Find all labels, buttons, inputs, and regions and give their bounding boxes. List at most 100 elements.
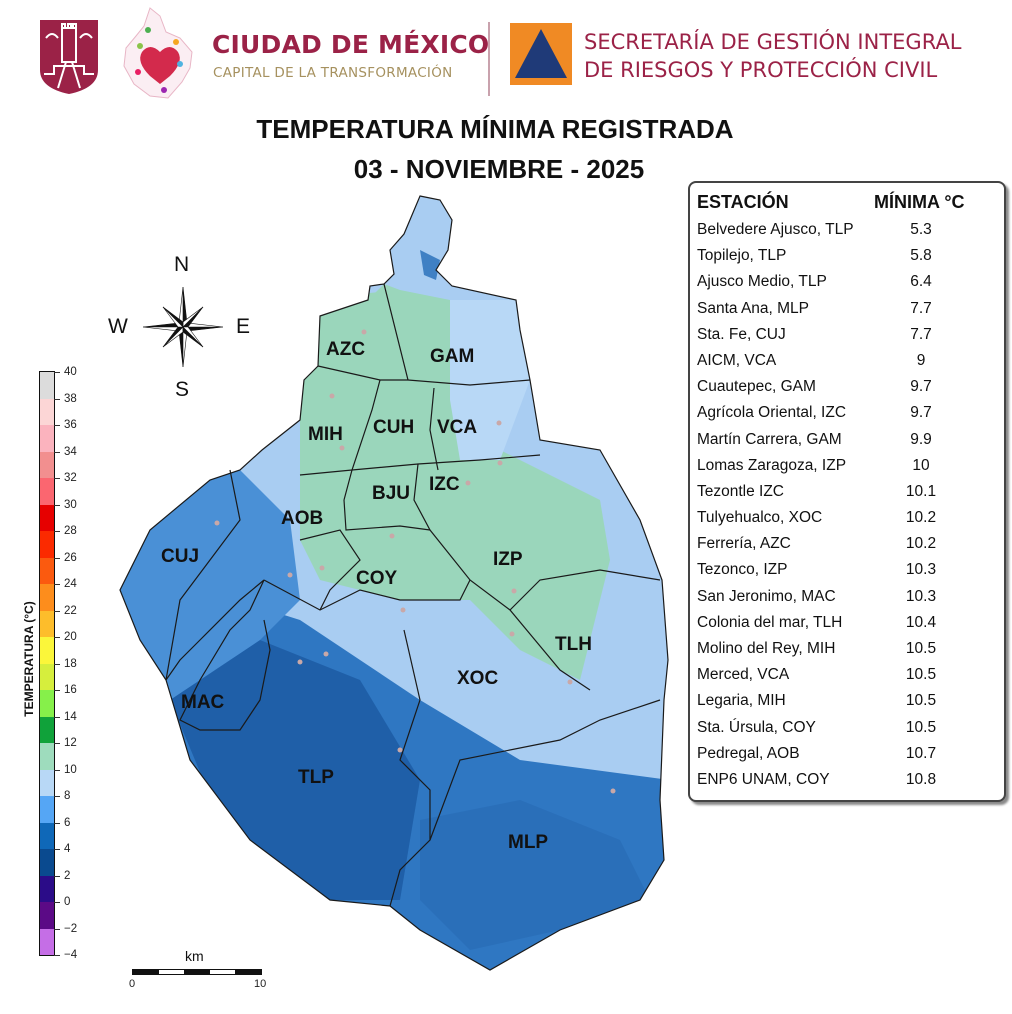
table-row: Cuautepec, GAM 9.7 xyxy=(697,378,1004,404)
colorbar-tick-label: 6 xyxy=(64,816,71,829)
station-name: Agrícola Oriental, IZC xyxy=(697,404,847,422)
station-name: Pedregal, AOB xyxy=(697,744,800,762)
table-row: AICM, VCA 9 xyxy=(697,352,1004,378)
cdmx-heart-map-logo xyxy=(123,7,193,99)
table-row: Lomas Zaragoza, IZP 10 xyxy=(697,457,1004,483)
colorbar-tick-mark xyxy=(54,531,60,532)
district-label-cuj: CUJ xyxy=(161,546,200,567)
cdmx-shield-logo xyxy=(40,20,98,94)
compass-west-label: W xyxy=(108,315,128,338)
station-value: 10.2 xyxy=(905,535,937,553)
district-label-mac: MAC xyxy=(181,692,225,713)
colorbar-tick-label: 28 xyxy=(64,525,77,537)
table-row: Ferrería, AZC 10.2 xyxy=(697,535,1004,561)
station-name: San Jeronimo, MAC xyxy=(697,587,836,605)
table-row: Santa Ana, MLP 7.7 xyxy=(697,300,1004,326)
colorbar-tick-label: 32 xyxy=(64,472,77,484)
colorbar-tick-label: 36 xyxy=(64,419,77,431)
cdmx-title: CIUDAD DE MÉXICO xyxy=(212,30,490,59)
station-name: AICM, VCA xyxy=(697,351,777,369)
district-label-azc: AZC xyxy=(326,339,366,360)
table-row: Sta. Úrsula, COY 10.5 xyxy=(697,719,1004,745)
station-value: 10.5 xyxy=(905,666,937,684)
table-header-station: ESTACIÓN xyxy=(697,192,789,212)
colorbar-tick-label: −4 xyxy=(64,949,78,961)
colorbar-tick-label: 14 xyxy=(64,710,77,723)
station-name: Ajusco Medio, TLP xyxy=(697,273,827,291)
table-row: Legaria, MIH 10.5 xyxy=(697,692,1004,718)
colorbar-tick-mark xyxy=(54,451,60,453)
table-row: Agrícola Oriental, IZC 9.7 xyxy=(697,404,1004,430)
colorbar-tick-mark xyxy=(54,955,60,956)
scale-min-label: 0 xyxy=(129,978,136,990)
colorbar-tick-label: 22 xyxy=(64,604,77,617)
station-value: 7.7 xyxy=(910,299,932,317)
colorbar-tick-mark xyxy=(54,769,60,771)
district-label-coy: COY xyxy=(356,568,398,589)
district-label-aob: AOB xyxy=(281,508,324,529)
district-label-cuh: CUH xyxy=(373,417,415,438)
colorbar-tick-label: 34 xyxy=(64,445,77,458)
station-value: 10.2 xyxy=(905,509,937,527)
table-row: Pedregal, AOB 10.7 xyxy=(697,745,1004,771)
table-row: Topilejo, TLP 5.8 xyxy=(697,247,1004,273)
station-value: 10.3 xyxy=(905,561,937,579)
station-name: Lomas Zaragoza, IZP xyxy=(697,456,847,474)
table-row: Molino del Rey, MIH 10.5 xyxy=(697,640,1004,666)
proteccion-civil-triangle-logo xyxy=(510,23,572,85)
colorbar-tick-mark xyxy=(54,425,60,426)
station-name: Santa Ana, MLP xyxy=(697,299,810,317)
station-value: 10 xyxy=(912,456,930,474)
station-name: Sta. Úrsula, COY xyxy=(697,718,816,736)
district-label-mih: MIH xyxy=(308,424,343,445)
colorbar-tick-label: 16 xyxy=(64,684,77,696)
district-label-gam: GAM xyxy=(430,346,475,367)
colorbar-tick-mark xyxy=(54,557,60,559)
station-value: 10.5 xyxy=(905,692,937,710)
colorbar-tick-label: 20 xyxy=(64,631,77,643)
colorbar-tick-label: 24 xyxy=(64,578,77,590)
table-row: Merced, VCA 10.5 xyxy=(697,666,1004,692)
district-label-mlp: MLP xyxy=(508,832,549,853)
colorbar-tick-label: −2 xyxy=(64,922,78,935)
header-divider xyxy=(488,22,490,96)
station-value: 10.8 xyxy=(905,770,937,788)
colorbar-tick-mark xyxy=(54,796,60,797)
station-value: 10.5 xyxy=(905,640,937,657)
cdmx-subtitle: CAPITAL DE LA TRANSFORMACIÓN xyxy=(213,65,453,81)
colorbar-tick-mark xyxy=(54,690,60,691)
station-table: ESTACIÓN MÍNIMA °C Belvedere Ajusco, TLP… xyxy=(688,181,1006,802)
district-label-izc: IZC xyxy=(429,474,460,495)
compass-rose-icon xyxy=(142,286,224,368)
secretaria-line-2: DE RIESGOS Y PROTECCIÓN CIVIL xyxy=(584,58,938,82)
secretaria-line-1: SECRETARÍA DE GESTIÓN INTEGRAL xyxy=(584,30,962,54)
table-row: San Jeronimo, MAC 10.3 xyxy=(697,588,1004,614)
station-name: Tulyehualco, XOC xyxy=(697,509,823,527)
colorbar-tick-mark xyxy=(54,372,60,373)
colorbar-tick-mark xyxy=(54,504,60,506)
station-value: 9.9 xyxy=(910,430,932,448)
table-row: Colonia del mar, TLH 10.4 xyxy=(697,614,1004,640)
station-value: 5.3 xyxy=(910,221,932,238)
station-name: Colonia del mar, TLH xyxy=(697,613,843,631)
colorbar-tick-label: 38 xyxy=(64,392,77,405)
table-row: Sta. Fe, CUJ 7.7 xyxy=(697,326,1004,352)
table-row: ENP6 UNAM, COY 10.8 xyxy=(697,771,1004,797)
district-label-vca: VCA xyxy=(437,417,478,438)
map-date: 03 - NOVIEMBRE - 2025 xyxy=(353,154,645,184)
colorbar-tick-mark xyxy=(54,478,60,479)
station-value: 9 xyxy=(916,351,926,369)
colorbar-tick-mark xyxy=(54,398,60,400)
district-label-bju: BJU xyxy=(372,483,411,504)
table-row: Tezonco, IZP 10.3 xyxy=(697,561,1004,587)
district-label-tlh: TLH xyxy=(555,634,592,655)
colorbar-tick-mark xyxy=(54,743,60,744)
colorbar-tick-label: 0 xyxy=(64,896,71,908)
colorbar-tick-label: 12 xyxy=(64,737,77,749)
table-row: Martín Carrera, GAM 9.9 xyxy=(697,431,1004,457)
colorbar-tick-mark xyxy=(54,716,60,718)
colorbar-tick-label: 10 xyxy=(64,763,77,776)
colorbar-tick-label: 40 xyxy=(64,366,77,378)
colorbar-tick-mark xyxy=(54,875,60,877)
station-name: Martín Carrera, GAM xyxy=(697,430,842,448)
